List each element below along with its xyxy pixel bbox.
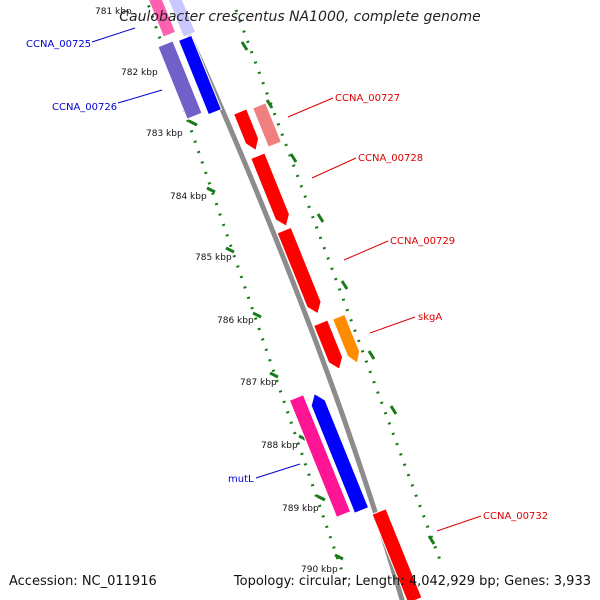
- tick-label: 787 kbp: [240, 378, 277, 388]
- gc-dash: [316, 213, 325, 223]
- feature-mutl-magenta[interactable]: [288, 394, 352, 518]
- tick-label: 790 kbp: [301, 565, 338, 575]
- feature-ccna-00728[interactable]: [250, 152, 293, 229]
- feature-skga-red[interactable]: [313, 319, 347, 372]
- tick-mark: [252, 311, 262, 319]
- accession-label: Accession: NC_011916: [9, 574, 157, 589]
- gc-track-left: [145, 0, 347, 581]
- tick-mark: [316, 494, 326, 502]
- gene-label[interactable]: CCNA_00725: [26, 39, 91, 50]
- gene-label[interactable]: CCNA_00728: [358, 153, 423, 164]
- tick-label: 781 kbp: [95, 7, 132, 17]
- feature-top-lavender[interactable]: [167, 0, 197, 38]
- gc-dash: [289, 153, 298, 163]
- tick-mark: [334, 553, 344, 561]
- gene-leader-line: [343, 240, 389, 261]
- gc-dash: [240, 41, 249, 51]
- gene-label[interactable]: CCNA_00729: [390, 236, 455, 247]
- gc-dash: [427, 535, 436, 545]
- tick-mark: [188, 119, 198, 127]
- gene-leader-line: [287, 97, 334, 118]
- gene-leader-line: [369, 316, 416, 334]
- tick-label: 783 kbp: [146, 129, 183, 139]
- gene-leader-line: [436, 515, 482, 532]
- gene-label[interactable]: skgA: [418, 312, 442, 323]
- tick-label: 786 kbp: [217, 316, 254, 326]
- gc-dash: [367, 350, 376, 360]
- tick-mark: [225, 246, 235, 254]
- gc-dash: [340, 280, 349, 290]
- tick-label: 782 kbp: [121, 68, 158, 78]
- gene-label[interactable]: CCNA_00727: [335, 93, 400, 104]
- genome-stats: Topology: circular; Length: 4,042,929 bp…: [233, 574, 591, 589]
- gc-dash: [265, 99, 274, 109]
- tick-label: 784 kbp: [170, 192, 207, 202]
- feature-ccna-00726[interactable]: [157, 40, 203, 120]
- gene-leader-line: [117, 89, 163, 104]
- feature-ccna-00727-b[interactable]: [251, 102, 283, 148]
- gene-leader-line: [255, 463, 301, 479]
- feature-ccna-00729[interactable]: [276, 226, 325, 316]
- feature-skga[interactable]: [331, 313, 364, 365]
- gene-leader-line: [91, 27, 136, 43]
- feature-ccna-00725[interactable]: [177, 34, 223, 116]
- map-title: Caulobacter crescentus NA1000, complete …: [119, 9, 481, 25]
- feature-top-pink[interactable]: [147, 0, 177, 38]
- gene-label[interactable]: CCNA_00726: [52, 102, 117, 113]
- tick-label: 785 kbp: [195, 253, 232, 263]
- feature-ccna-00732[interactable]: [371, 508, 423, 600]
- gene-leader-line: [311, 157, 357, 179]
- tick-mark: [269, 371, 279, 379]
- feature-ccna-00727-a[interactable]: [232, 108, 263, 153]
- tick-label: 789 kbp: [282, 504, 319, 514]
- tick-mark: [206, 186, 216, 194]
- gene-label[interactable]: mutL: [228, 474, 254, 485]
- tick-label: 788 kbp: [261, 441, 298, 451]
- feature-mutl[interactable]: [307, 391, 370, 514]
- gene-label[interactable]: CCNA_00732: [483, 511, 548, 522]
- gc-dash: [389, 405, 398, 415]
